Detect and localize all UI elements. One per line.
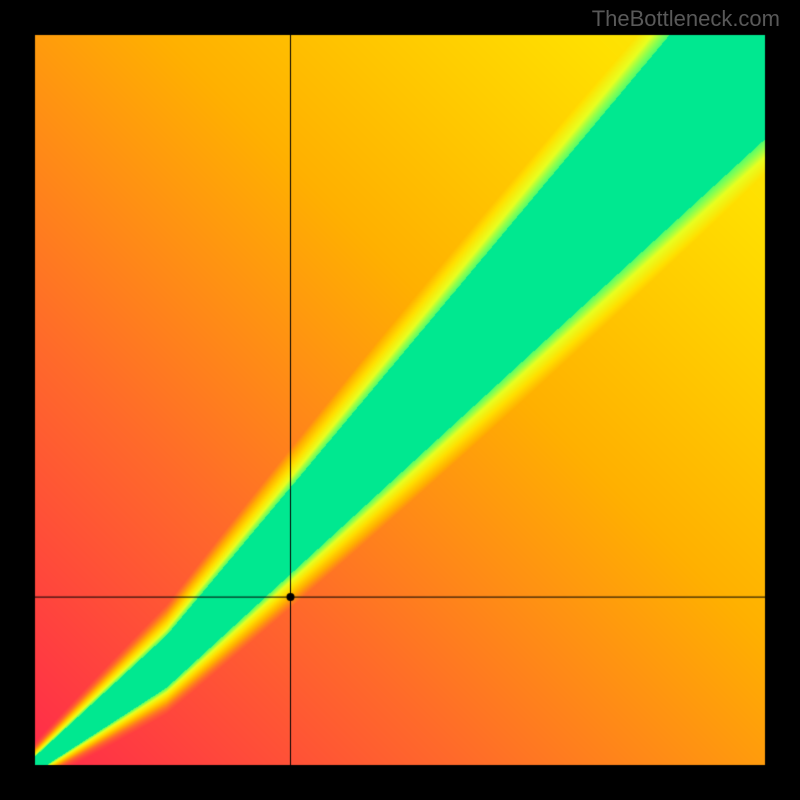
heatmap-canvas: [0, 0, 800, 800]
watermark-text: TheBottleneck.com: [592, 6, 780, 32]
chart-container: TheBottleneck.com: [0, 0, 800, 800]
